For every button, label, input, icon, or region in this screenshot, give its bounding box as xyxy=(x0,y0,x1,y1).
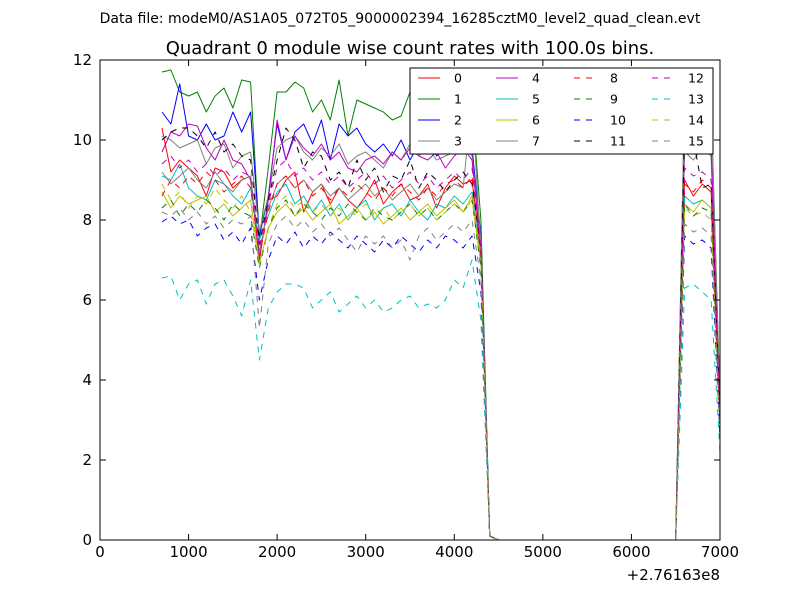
legend-label-9: 9 xyxy=(610,92,618,107)
series-line-10 xyxy=(161,215,720,540)
x-tick-label: 2000 xyxy=(258,543,296,561)
legend-box xyxy=(409,67,714,155)
suptitle: Data file: modeM0/AS1A05_072T05_90000023… xyxy=(100,11,701,27)
legend-label-7: 7 xyxy=(532,134,540,149)
y-tick-label: 0 xyxy=(82,531,92,549)
legend-label-12: 12 xyxy=(688,71,704,86)
series-line-9 xyxy=(161,199,720,540)
series-line-15 xyxy=(161,207,720,540)
x-axis: 0 1000 2000 3000 4000 5000 6000 7000 xyxy=(95,60,739,561)
legend-label-6: 6 xyxy=(532,113,540,128)
y-tick-label: 6 xyxy=(82,291,92,309)
legend-label-13: 13 xyxy=(688,92,704,107)
series-line-11 xyxy=(161,127,720,540)
series-layer xyxy=(161,69,720,540)
series-line-3 xyxy=(161,135,720,540)
legend-label-2: 2 xyxy=(454,113,462,128)
y-tick-label: 8 xyxy=(82,211,92,229)
series-line-7 xyxy=(161,91,720,540)
series-line-14 xyxy=(161,183,720,540)
y-tick-label: 12 xyxy=(73,51,92,69)
legend-label-5: 5 xyxy=(532,92,540,107)
legend-label-11: 11 xyxy=(610,134,626,149)
y-tick-label: 10 xyxy=(73,131,92,149)
legend-label-0: 0 xyxy=(454,71,462,86)
x-tick-label: 6000 xyxy=(612,543,650,561)
x-tick-label: 5000 xyxy=(524,543,562,561)
series-line-6 xyxy=(161,191,720,540)
series-line-8 xyxy=(161,171,720,540)
plot-area: 0 1000 2000 3000 4000 5000 6000 7000 024681012 … xyxy=(73,51,739,584)
x-tick-label: 4000 xyxy=(435,543,473,561)
x-tick-label: 7000 xyxy=(701,543,739,561)
x-tick-label: 3000 xyxy=(347,543,385,561)
legend-label-10: 10 xyxy=(610,113,626,128)
legend-label-8: 8 xyxy=(610,71,618,86)
series-line-12 xyxy=(161,155,720,540)
x-tick-label: 0 xyxy=(95,543,105,561)
legend-label-3: 3 xyxy=(454,134,462,149)
legend-label-4: 4 xyxy=(532,71,540,86)
x-tick-label: 1000 xyxy=(169,543,207,561)
chart-title: Quadrant 0 module wise count rates with … xyxy=(166,38,655,59)
y-tick-label: 2 xyxy=(82,451,92,469)
legend-label-15: 15 xyxy=(688,134,704,149)
x-offset-label: +2.76163e8 xyxy=(627,566,720,584)
legend-label-1: 1 xyxy=(454,92,462,107)
y-tick-label: 4 xyxy=(82,371,92,389)
legend-label-14: 14 xyxy=(688,113,704,128)
